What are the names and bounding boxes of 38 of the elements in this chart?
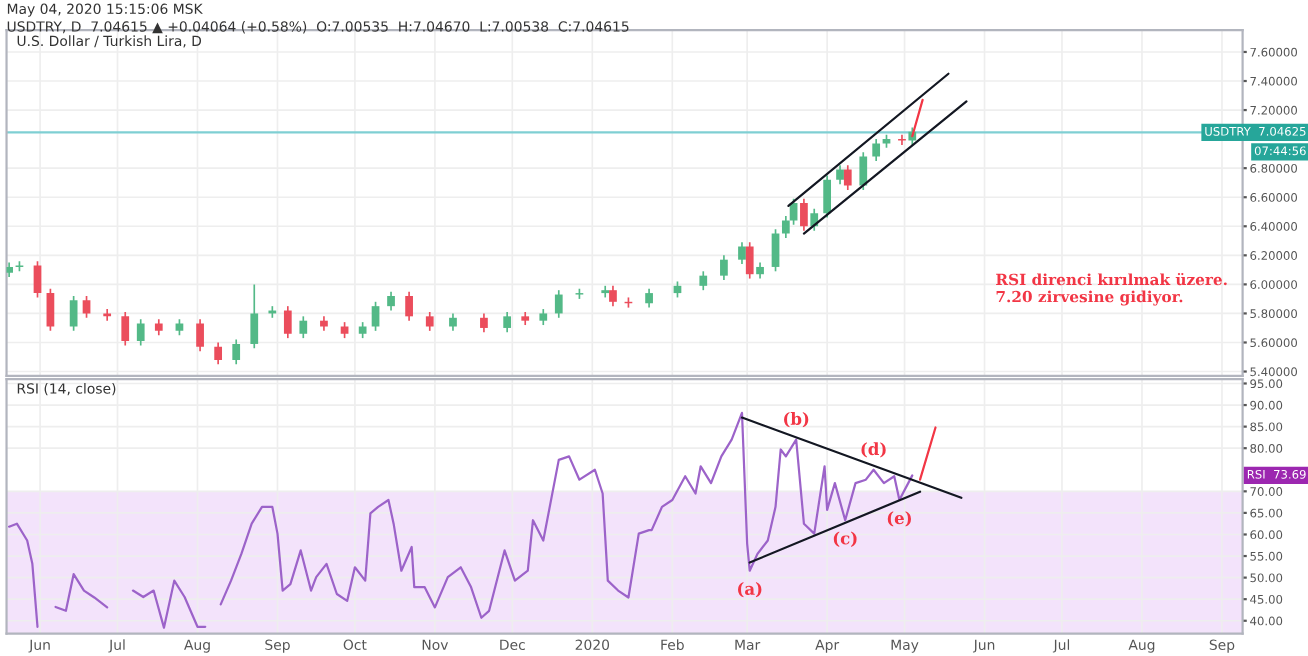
candlestick (800, 197, 808, 232)
annotation: (d) (861, 442, 886, 458)
candlestick (232, 338, 241, 366)
candlestick (859, 151, 868, 191)
candlestick (82, 295, 91, 319)
candlestick (554, 289, 563, 319)
candlestick (387, 290, 395, 312)
candlestick (46, 287, 55, 332)
candlestick (738, 241, 746, 265)
candlestick (299, 315, 308, 339)
candlestick (480, 312, 488, 334)
candlestick (136, 318, 145, 347)
candlestick (503, 311, 512, 334)
candlestick (872, 138, 881, 162)
candlestick (103, 308, 112, 322)
candlestick (33, 260, 42, 299)
candlestick (836, 164, 844, 185)
candlestick (645, 287, 653, 309)
candlestick (898, 133, 906, 146)
candlestick (69, 295, 78, 332)
candlestick (405, 290, 413, 322)
candlestick (609, 284, 617, 307)
candlestick (196, 318, 204, 353)
candlestick (214, 341, 223, 366)
annotation: (c) (833, 531, 857, 547)
candlestick (699, 270, 708, 292)
candlestick (425, 311, 434, 332)
candlestick (823, 174, 832, 219)
annotation: (e) (887, 511, 911, 527)
candlestick (371, 300, 380, 332)
candlestick (745, 241, 754, 280)
candlestick (843, 164, 852, 191)
annotation: (a) (738, 582, 762, 598)
annotation: (b) (784, 412, 809, 428)
candlestick (250, 283, 259, 350)
candlestick (283, 305, 292, 339)
candlestick (121, 311, 130, 347)
candlestick (720, 254, 728, 281)
